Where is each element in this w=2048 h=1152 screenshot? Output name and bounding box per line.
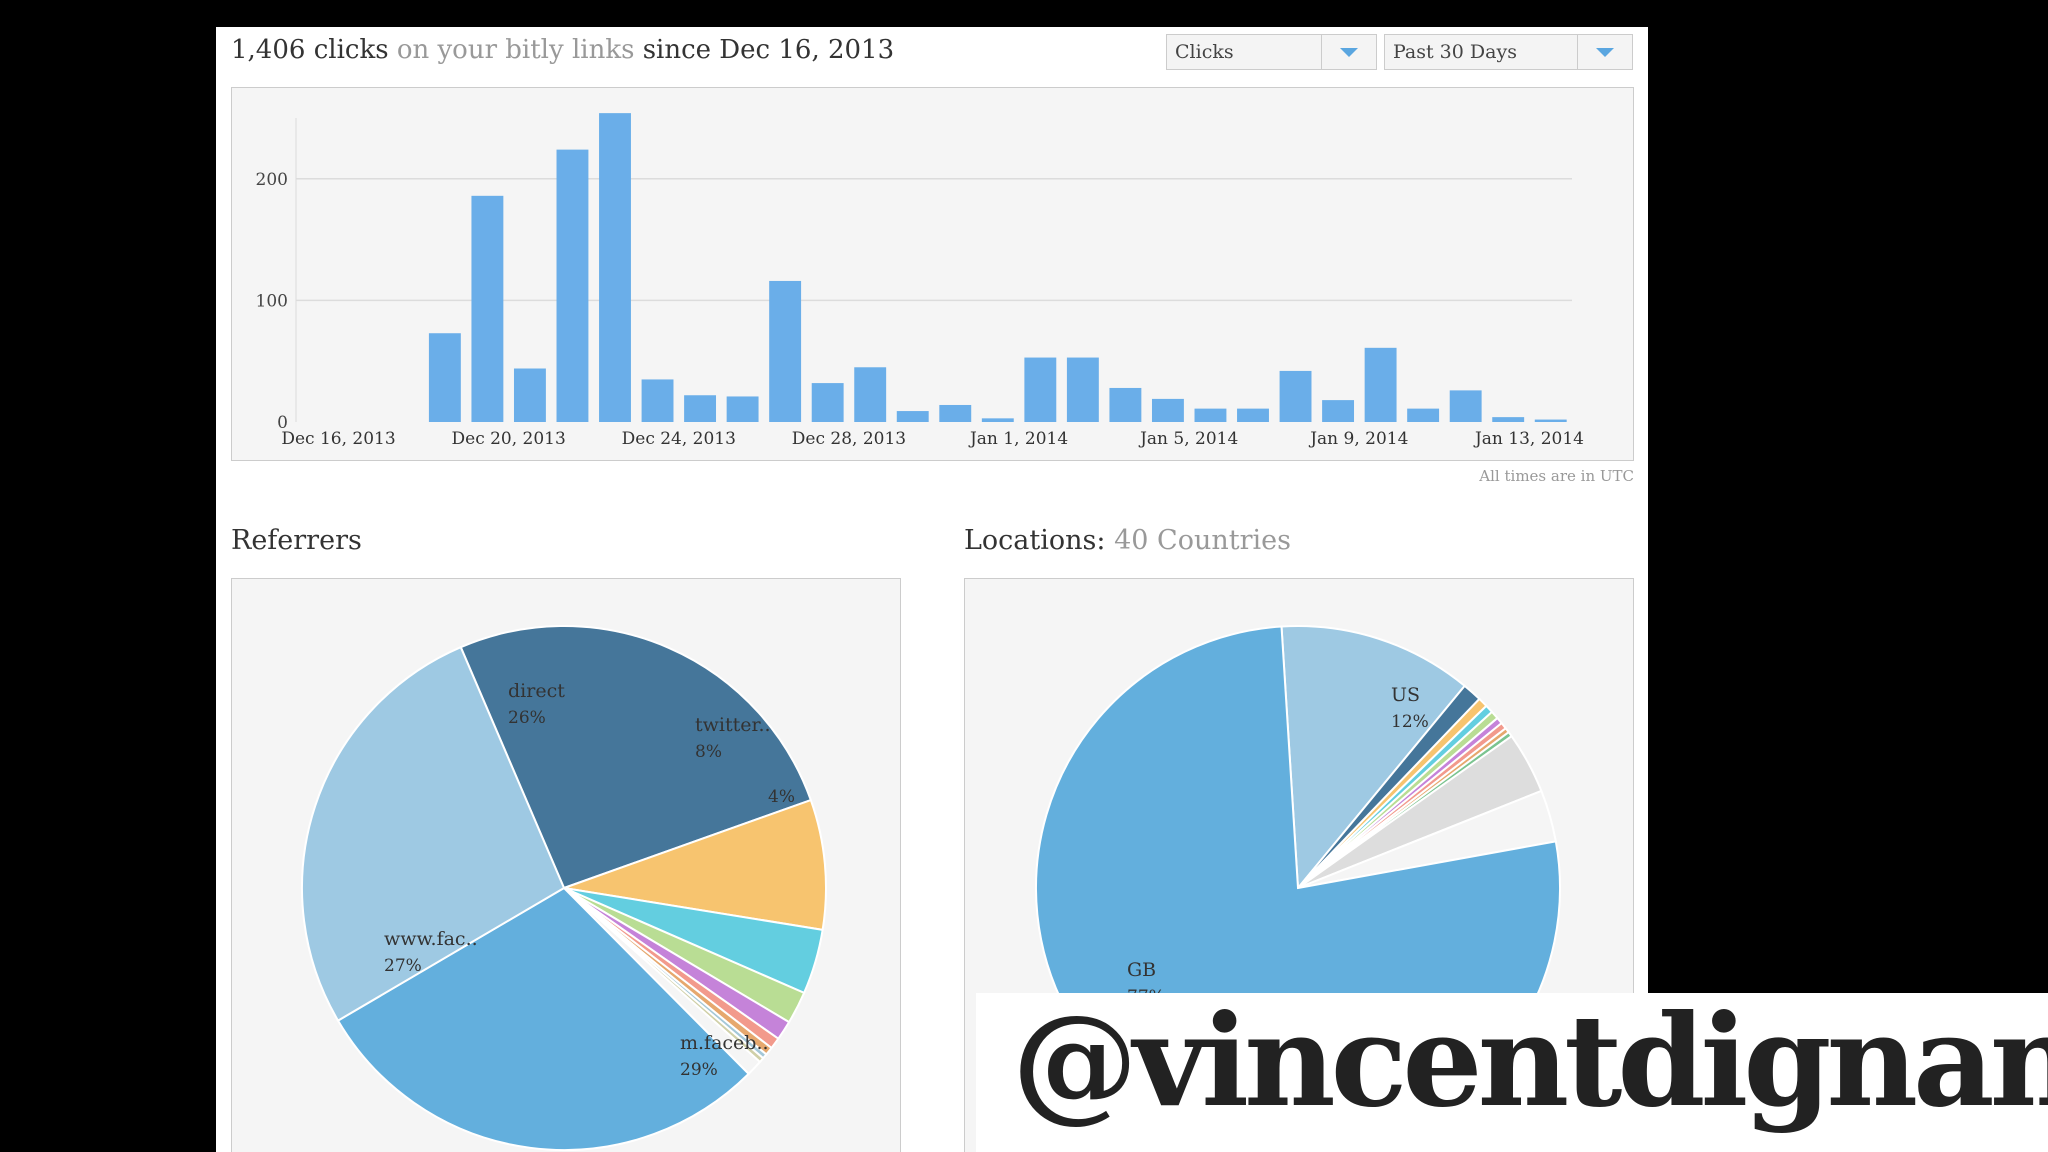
slice-label: direct bbox=[508, 680, 565, 702]
locations-heading: Locations: bbox=[964, 525, 1106, 556]
bar[interactable] bbox=[726, 396, 759, 422]
x-tick-label: Dec 28, 2013 bbox=[792, 429, 906, 449]
slice-percent: 26% bbox=[508, 708, 546, 728]
pie-slice[interactable] bbox=[1280, 625, 1467, 891]
x-tick-label: Dec 20, 2013 bbox=[452, 429, 566, 449]
bar[interactable] bbox=[896, 411, 929, 422]
bar[interactable] bbox=[1322, 400, 1355, 422]
referrers-title: Referrers bbox=[231, 525, 362, 556]
bar[interactable] bbox=[1492, 417, 1525, 422]
x-tick-label: Dec 24, 2013 bbox=[622, 429, 736, 449]
pie-slice[interactable] bbox=[336, 886, 751, 1151]
summary-link-text[interactable]: on your bitly links bbox=[396, 35, 635, 65]
bar[interactable] bbox=[1066, 357, 1099, 422]
bar[interactable] bbox=[939, 404, 972, 422]
pie-slice[interactable] bbox=[301, 645, 566, 1022]
bar[interactable] bbox=[428, 333, 461, 422]
bar[interactable] bbox=[981, 418, 1014, 422]
slice-percent: 27% bbox=[384, 956, 422, 976]
author-handle: @vincentdignan bbox=[1012, 987, 2048, 1135]
total-clicks: 1,406 clicks bbox=[231, 35, 389, 65]
bar[interactable] bbox=[556, 149, 589, 422]
bar[interactable] bbox=[1024, 357, 1057, 422]
bar[interactable] bbox=[1279, 370, 1312, 422]
x-tick-label: Jan 9, 2014 bbox=[1308, 429, 1408, 449]
bar[interactable] bbox=[1151, 398, 1184, 422]
x-tick-label: Dec 16, 2013 bbox=[281, 429, 395, 449]
locations-title: Locations: 40 Countries bbox=[964, 525, 1291, 556]
timezone-note: All times are in UTC bbox=[1479, 467, 1634, 485]
bar[interactable] bbox=[1407, 408, 1440, 422]
bar[interactable] bbox=[471, 195, 504, 422]
bar[interactable] bbox=[599, 113, 631, 423]
slice-label: twitter.. bbox=[695, 714, 771, 736]
watermark-strip: @vincentdignan bbox=[976, 987, 2048, 1152]
chevron-down-icon[interactable] bbox=[1577, 35, 1632, 69]
x-tick-label: Jan 13, 2014 bbox=[1473, 429, 1584, 449]
range-dropdown[interactable]: Past 30 Days bbox=[1384, 34, 1633, 70]
slice-percent: 29% bbox=[680, 1060, 718, 1080]
bar[interactable] bbox=[1449, 390, 1482, 422]
referrers-pie-svg: direct 26% twitter.. 8% 4% m.faceb.. 29% www.fa… bbox=[301, 625, 827, 1151]
y-tick-label: 0 bbox=[277, 413, 288, 433]
referrers-pie-chart: direct 26% twitter.. 8% 4% m.faceb.. 29% www.fa… bbox=[231, 578, 901, 1152]
y-tick-label: 200 bbox=[256, 170, 288, 190]
slice-label: US bbox=[1391, 684, 1420, 706]
slice-percent: 8% bbox=[695, 742, 722, 762]
bar-chart-svg: 0 100 200 Dec 16, 2013 Dec 20, 2013 Dec 24, 2… bbox=[256, 113, 1584, 449]
pie-slice[interactable] bbox=[563, 798, 827, 932]
slice-percent: 4% bbox=[768, 787, 795, 807]
metric-dropdown[interactable]: Clicks bbox=[1166, 34, 1377, 70]
slice-label: m.faceb.. bbox=[680, 1032, 769, 1054]
slice-label: GB bbox=[1127, 959, 1156, 981]
bar[interactable] bbox=[1364, 347, 1397, 422]
slice-label: www.fac.. bbox=[384, 928, 478, 950]
since-date: since Dec 16, 2013 bbox=[642, 35, 895, 65]
bar[interactable] bbox=[1109, 387, 1142, 422]
x-tick-label: Jan 5, 2014 bbox=[1138, 429, 1238, 449]
bar[interactable] bbox=[641, 379, 674, 422]
clicks-summary: 1,406 clicks on your bitly links since D… bbox=[231, 35, 894, 65]
bar[interactable] bbox=[811, 383, 844, 422]
x-tick-label: Jan 1, 2014 bbox=[968, 429, 1068, 449]
range-dropdown-value: Past 30 Days bbox=[1393, 41, 1517, 63]
bar[interactable] bbox=[513, 368, 546, 422]
countries-count[interactable]: 40 Countries bbox=[1114, 525, 1291, 556]
bar[interactable] bbox=[769, 280, 802, 422]
metric-dropdown-value: Clicks bbox=[1175, 41, 1234, 63]
chevron-down-icon[interactable] bbox=[1321, 35, 1376, 69]
pie-slice[interactable] bbox=[459, 625, 813, 890]
dashboard-panel: 1,406 clicks on your bitly links since D… bbox=[216, 27, 1648, 1152]
bar[interactable] bbox=[684, 395, 717, 422]
bar[interactable] bbox=[1237, 408, 1269, 422]
y-tick-label: 100 bbox=[256, 291, 288, 311]
bar[interactable] bbox=[1534, 419, 1567, 422]
slice-percent: 12% bbox=[1391, 712, 1429, 732]
bar[interactable] bbox=[854, 367, 887, 422]
referrers-heading: Referrers bbox=[231, 525, 362, 556]
clicks-bar-chart: 0 100 200 Dec 16, 2013 Dec 20, 2013 Dec 24, 2… bbox=[231, 87, 1634, 461]
bar[interactable] bbox=[1194, 408, 1227, 422]
